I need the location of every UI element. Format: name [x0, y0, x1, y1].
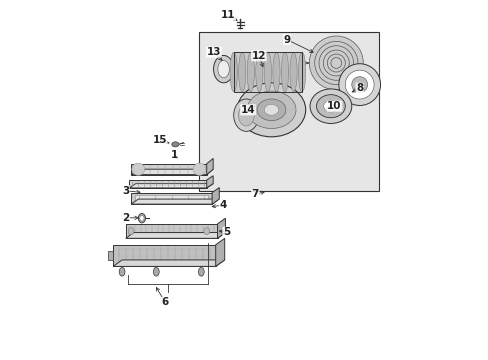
Polygon shape	[212, 188, 219, 204]
Circle shape	[338, 64, 380, 105]
Circle shape	[351, 77, 367, 93]
Polygon shape	[131, 169, 213, 175]
Polygon shape	[217, 218, 225, 238]
Ellipse shape	[246, 91, 295, 129]
Ellipse shape	[281, 52, 288, 92]
Ellipse shape	[309, 36, 363, 90]
Ellipse shape	[238, 52, 245, 92]
Ellipse shape	[193, 163, 205, 175]
Ellipse shape	[171, 142, 179, 147]
Ellipse shape	[237, 83, 305, 137]
Ellipse shape	[140, 215, 144, 221]
Polygon shape	[206, 158, 213, 175]
Text: 7: 7	[251, 189, 259, 199]
Ellipse shape	[264, 52, 271, 92]
Text: 13: 13	[206, 47, 221, 57]
Ellipse shape	[238, 104, 254, 126]
Text: 15: 15	[152, 135, 167, 145]
Ellipse shape	[119, 267, 125, 276]
Polygon shape	[107, 251, 113, 260]
Ellipse shape	[218, 60, 229, 78]
Ellipse shape	[233, 99, 258, 131]
Circle shape	[345, 70, 373, 99]
Ellipse shape	[255, 52, 263, 92]
Ellipse shape	[213, 55, 233, 83]
Ellipse shape	[289, 52, 297, 92]
Text: 4: 4	[219, 200, 226, 210]
Ellipse shape	[132, 163, 144, 175]
Ellipse shape	[323, 100, 337, 112]
Ellipse shape	[257, 99, 285, 121]
Ellipse shape	[138, 213, 145, 223]
Text: 5: 5	[223, 227, 230, 237]
Text: 9: 9	[283, 35, 290, 45]
Polygon shape	[131, 193, 212, 204]
Polygon shape	[129, 180, 206, 188]
Text: 2: 2	[122, 213, 129, 223]
Polygon shape	[113, 245, 215, 266]
Ellipse shape	[230, 52, 237, 92]
Text: 11: 11	[221, 10, 235, 20]
Polygon shape	[135, 195, 207, 202]
Text: 1: 1	[170, 150, 178, 160]
Polygon shape	[131, 164, 206, 175]
Text: 6: 6	[162, 297, 168, 307]
Polygon shape	[199, 32, 379, 191]
Text: 8: 8	[355, 83, 363, 93]
Ellipse shape	[272, 52, 280, 92]
Ellipse shape	[264, 104, 278, 115]
Text: 14: 14	[240, 105, 255, 115]
Ellipse shape	[309, 89, 351, 123]
Polygon shape	[113, 260, 224, 266]
Polygon shape	[125, 224, 217, 238]
Polygon shape	[131, 199, 219, 204]
Ellipse shape	[316, 95, 345, 118]
Ellipse shape	[203, 228, 209, 235]
Polygon shape	[129, 184, 213, 188]
Polygon shape	[206, 176, 213, 188]
Polygon shape	[215, 238, 224, 266]
Text: 3: 3	[122, 186, 129, 196]
Ellipse shape	[128, 228, 134, 235]
Polygon shape	[125, 233, 225, 238]
Ellipse shape	[198, 267, 204, 276]
Ellipse shape	[153, 267, 159, 276]
Text: 12: 12	[251, 51, 265, 61]
Polygon shape	[233, 52, 302, 92]
Text: 10: 10	[326, 101, 341, 111]
Ellipse shape	[298, 52, 305, 92]
Ellipse shape	[247, 52, 254, 92]
